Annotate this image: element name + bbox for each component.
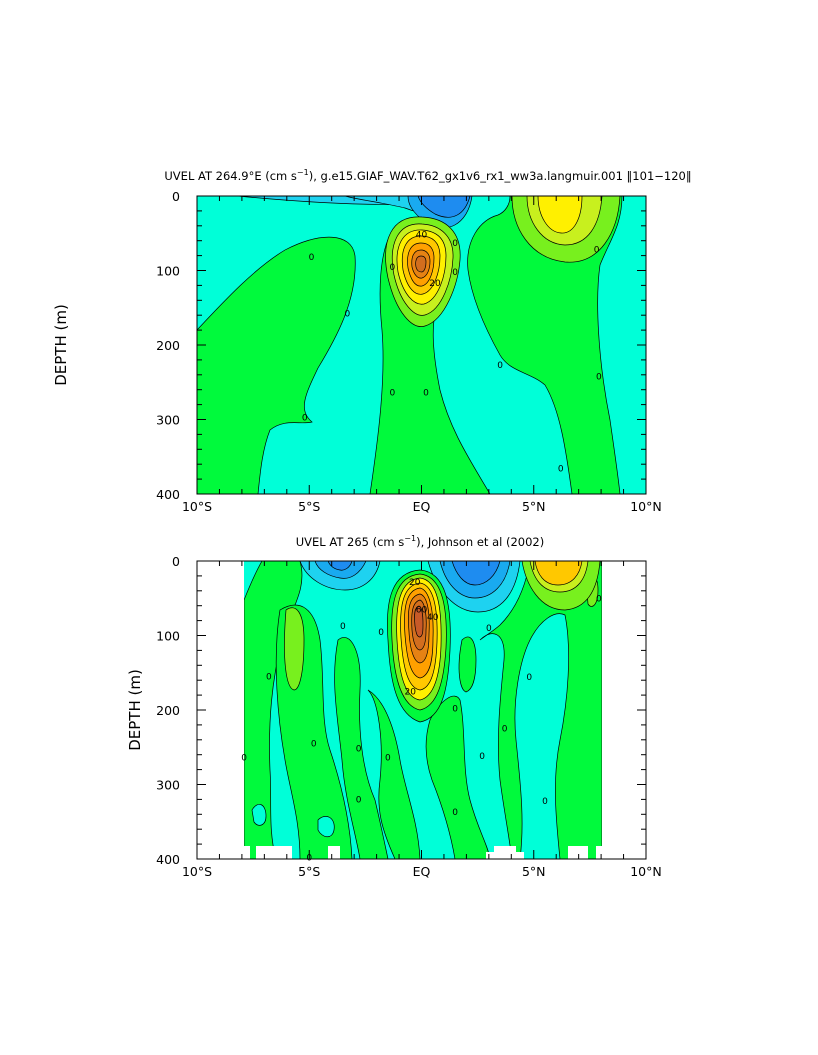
x-tick-label: 10°N bbox=[630, 864, 662, 879]
contour-label: 0 bbox=[596, 594, 602, 604]
contour-label: 0 bbox=[309, 253, 315, 263]
panel-1-contour-labels: 40 20 0 0 0 0 0 0 0 0 0 0 0 0 bbox=[302, 231, 602, 475]
contour-label: 20 bbox=[429, 279, 441, 289]
x-tick-label: 5°N bbox=[522, 864, 546, 879]
y-tick-label: 400 bbox=[156, 852, 180, 867]
contour-label: 0 bbox=[497, 361, 503, 371]
y-tick-label: 100 bbox=[156, 264, 180, 279]
contour-label: 0 bbox=[356, 795, 362, 805]
contour-label: 0 bbox=[311, 740, 317, 750]
contour-label: 0 bbox=[542, 797, 548, 807]
y-tick-label: 100 bbox=[156, 629, 180, 644]
panel-2-contour-field bbox=[197, 561, 646, 859]
contour-label: 0 bbox=[452, 705, 458, 715]
x-tick-label: EQ bbox=[413, 499, 431, 514]
contour-label: 0 bbox=[452, 808, 458, 818]
contour-label: 20 bbox=[409, 578, 421, 588]
contour-label: 0 bbox=[596, 372, 602, 382]
contour-label: 0 bbox=[385, 754, 391, 764]
contour-label: 60 bbox=[416, 605, 428, 615]
panel-1-ylabel: DEPTH (m) bbox=[52, 304, 70, 386]
x-tick-label: 5°S bbox=[298, 864, 320, 879]
contour-label: 0 bbox=[594, 246, 600, 256]
contour-label: 0 bbox=[241, 754, 247, 764]
panel-1-title: UVEL AT 264.9°E (cm s−1), g.e15.GIAF_WAV… bbox=[164, 168, 691, 183]
contour-label: 0 bbox=[389, 263, 395, 273]
x-tick-label: 5°S bbox=[298, 499, 320, 514]
y-tick-label: 300 bbox=[156, 413, 180, 428]
panel-1-contour-field bbox=[197, 196, 646, 494]
panel-2-ylabel: DEPTH (m) bbox=[126, 669, 144, 751]
contour-label: 0 bbox=[423, 389, 429, 399]
x-tick-label: 10°S bbox=[182, 499, 212, 514]
contour-label: 0 bbox=[389, 389, 395, 399]
x-tick-label: 10°S bbox=[182, 864, 212, 879]
panel-2-title: UVEL AT 265 (cm s−1), Johnson et al (200… bbox=[296, 534, 544, 549]
contour-label: 0 bbox=[340, 622, 346, 632]
contour-label: 0 bbox=[558, 465, 564, 475]
x-tick-label: EQ bbox=[413, 864, 431, 879]
panel-1: UVEL AT 264.9°E (cm s−1), g.e15.GIAF_WAV… bbox=[52, 168, 692, 514]
contour-label: 0 bbox=[526, 673, 532, 683]
x-tick-label: 5°N bbox=[522, 499, 546, 514]
y-tick-label: 0 bbox=[172, 554, 180, 569]
contour-label: 0 bbox=[502, 725, 508, 735]
contour-label: 0 bbox=[486, 624, 492, 634]
contour-label: 0 bbox=[378, 628, 384, 638]
contour-label: 0 bbox=[479, 752, 485, 762]
contour-label: 0 bbox=[356, 745, 362, 755]
y-tick-label: 300 bbox=[156, 778, 180, 793]
contour-label: 20 bbox=[405, 687, 417, 697]
contour-label: 0 bbox=[452, 268, 458, 278]
y-tick-label: 200 bbox=[156, 703, 180, 718]
y-tick-label: 0 bbox=[172, 189, 180, 204]
panel-2: UVEL AT 265 (cm s−1), Johnson et al (200… bbox=[126, 534, 662, 879]
contour-label: 0 bbox=[452, 239, 458, 249]
x-tick-label: 10°N bbox=[630, 499, 662, 514]
contour-label: 0 bbox=[266, 672, 272, 682]
contour-label: 40 bbox=[416, 231, 428, 241]
y-tick-label: 200 bbox=[156, 338, 180, 353]
contour-label: 0 bbox=[345, 310, 351, 320]
contour-label: 0 bbox=[302, 413, 308, 423]
contour-label: 40 bbox=[427, 613, 439, 623]
y-tick-label: 400 bbox=[156, 487, 180, 502]
